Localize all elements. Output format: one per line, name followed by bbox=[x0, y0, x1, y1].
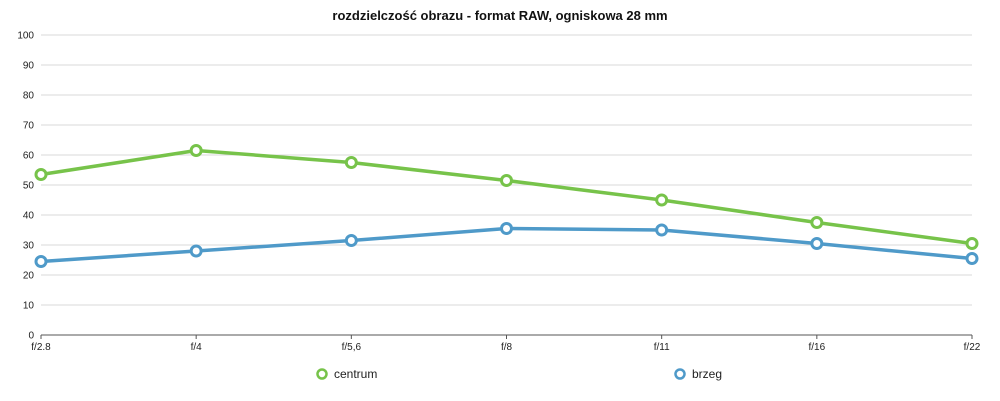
y-axis-ticks: 0 10 20 30 40 50 60 70 80 90 100 bbox=[17, 31, 34, 342]
y-tick-label: 100 bbox=[17, 31, 34, 42]
x-tick-label: f/11 bbox=[654, 342, 670, 353]
y-tick-label: 50 bbox=[23, 181, 35, 192]
y-tick-label: 20 bbox=[23, 271, 35, 282]
data-point bbox=[189, 244, 203, 258]
legend-item-centrum: centrum bbox=[316, 367, 377, 381]
data-point bbox=[344, 234, 358, 247]
data-point bbox=[655, 223, 669, 237]
data-point bbox=[500, 174, 513, 187]
y-tick-label: 70 bbox=[23, 121, 35, 132]
x-tick-label: f/5,6 bbox=[342, 342, 362, 353]
chart-title: rozdzielczość obrazu - format RAW, ognis… bbox=[332, 8, 667, 23]
legend-marker bbox=[674, 368, 686, 380]
legend-marker bbox=[316, 368, 328, 380]
series-lines bbox=[34, 144, 979, 268]
data-point bbox=[34, 255, 48, 268]
data-point bbox=[344, 156, 358, 169]
data-point bbox=[189, 144, 203, 157]
x-tick-label: f/22 bbox=[964, 342, 981, 353]
y-tick-label: 30 bbox=[23, 241, 35, 252]
data-point bbox=[965, 252, 979, 265]
legend: centrum brzeg bbox=[316, 367, 722, 381]
x-axis-ticks: f/2.8 f/4 f/5,6 f/8 f/11 f/16 f/22 bbox=[31, 335, 981, 353]
legend-label: centrum bbox=[334, 367, 377, 381]
y-tick-label: 0 bbox=[28, 331, 34, 342]
data-point bbox=[810, 216, 824, 229]
y-tick-label: 90 bbox=[23, 61, 35, 72]
legend-item-brzeg: brzeg bbox=[674, 367, 722, 381]
data-point bbox=[965, 237, 979, 250]
series-brzeg bbox=[34, 222, 979, 268]
y-tick-label: 40 bbox=[23, 211, 35, 222]
x-tick-label: f/8 bbox=[501, 342, 513, 353]
data-point bbox=[810, 237, 824, 250]
x-tick-label: f/16 bbox=[808, 342, 825, 353]
y-tick-label: 60 bbox=[23, 151, 35, 162]
x-tick-label: f/4 bbox=[191, 342, 203, 353]
legend-label: brzeg bbox=[692, 367, 722, 381]
data-point bbox=[34, 168, 48, 181]
y-tick-label: 10 bbox=[23, 301, 35, 312]
x-tick-label: f/2.8 bbox=[31, 342, 51, 353]
series-centrum bbox=[34, 144, 979, 250]
data-point bbox=[655, 193, 669, 207]
y-tick-label: 80 bbox=[23, 91, 35, 102]
data-point bbox=[500, 222, 513, 235]
